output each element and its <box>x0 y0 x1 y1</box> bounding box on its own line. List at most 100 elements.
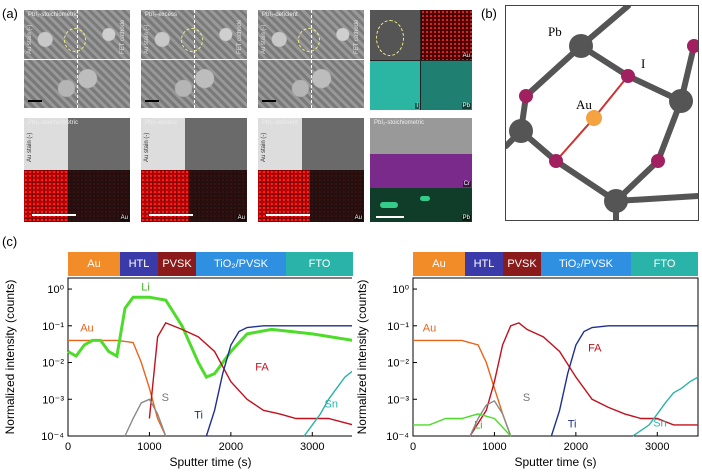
layer-htl: HTL <box>465 252 503 276</box>
series-fa <box>469 322 698 437</box>
bright-region <box>24 118 68 170</box>
bright-region <box>258 118 302 170</box>
scale-bar <box>145 100 159 102</box>
dark-region <box>189 170 247 222</box>
edx-map-pb: Pb <box>421 61 472 110</box>
left-tag: Au stain (-) <box>144 132 150 162</box>
element-tag: Au <box>236 215 246 221</box>
edx-bottom-block: PbI₂-stoichiometric Cr Pb <box>370 118 472 222</box>
label-fa: FA <box>588 342 602 354</box>
region-ellipse <box>181 28 203 52</box>
edx-map-i: I <box>370 61 420 110</box>
edx-map-pb2: Pb <box>370 188 472 222</box>
sem-image: PbI₂-deficient Au stain (-) <box>258 118 364 170</box>
edx-sem-image <box>370 10 420 60</box>
sem-title: PbI₂-deficient <box>262 12 298 18</box>
y-tick-label: 10⁻¹ <box>387 321 409 333</box>
series-au <box>413 339 512 437</box>
layer-au: Au <box>68 252 120 276</box>
series-sn <box>632 376 699 437</box>
dark-region <box>68 170 130 222</box>
x-tick-label: 2000 <box>564 441 588 453</box>
x-tick-label: 3000 <box>300 441 324 453</box>
au-map: Au <box>258 170 364 222</box>
sem-title: PbI₂-stoichiometric <box>28 120 79 126</box>
series-fa <box>148 322 352 426</box>
au-map: Au <box>141 170 247 222</box>
series-sn <box>303 370 352 437</box>
x-tick-label: 0 <box>65 441 71 453</box>
x-tick-label: 2000 <box>219 441 243 453</box>
y-tick-label: 10⁻³ <box>387 394 409 406</box>
label-pb: Pb <box>548 24 562 39</box>
plot-frame <box>412 277 699 437</box>
sem-title: PbI₂-excess <box>145 12 178 18</box>
pb-atom <box>569 34 593 58</box>
edx-top-block: Au I Pb <box>370 10 472 110</box>
layer-au: Au <box>413 252 465 276</box>
y-tick-label: 10⁻⁴ <box>41 431 64 443</box>
crystal-structure-panel: Pb I Au <box>503 3 701 223</box>
left-tag: Au stain (-) <box>27 132 33 162</box>
left-tag: Au stain (-) <box>27 24 33 54</box>
left-tag: Au stain (-) <box>261 24 267 54</box>
edx-pair-2: PbI₂-excess Au stain (-) Au <box>141 118 247 222</box>
edx-pair-1: PbI₂-stoichiometric Au stain (-) Au <box>24 118 130 222</box>
edx-map-au: Au <box>421 10 472 60</box>
element-tag: Au <box>119 215 129 221</box>
label-ti: Ti <box>568 419 577 431</box>
x-axis-label: Sputter time (s) <box>514 455 596 469</box>
label-fa: FA <box>255 362 269 374</box>
y-tick-label: 10⁰ <box>47 284 64 296</box>
x-tick-label: 0 <box>410 441 416 453</box>
series-li <box>413 413 512 437</box>
label-sn: Sn <box>653 418 666 430</box>
y-tick-label: 10⁻⁴ <box>386 431 409 443</box>
layer-tiopvsk: TiO₂/PVSK <box>541 252 631 276</box>
label-i: I <box>641 56 645 71</box>
y-axis-label: Normalized intensity (counts) <box>3 280 17 435</box>
panel-label-b: (b) <box>481 6 497 21</box>
sem-image: PbI₂-excess Au stain (-) <box>141 118 247 170</box>
scale-bar <box>266 214 310 216</box>
edx-bottom-title: PbI₂-stoichiometric <box>374 120 425 126</box>
y-tick-label: 10⁻³ <box>42 394 64 406</box>
left-tag: Au stain (-) <box>144 24 150 54</box>
layer-pvsk: PVSK <box>503 252 541 276</box>
layer-fto: FTO <box>286 252 353 276</box>
scale-bar <box>262 100 276 102</box>
plot-frame <box>67 277 352 437</box>
layer-pvsk: PVSK <box>158 252 196 276</box>
sem-title: PbI₂-deficient <box>262 120 298 126</box>
label-au: Au <box>423 322 436 334</box>
x-tick-label: 1000 <box>482 441 506 453</box>
region-ellipse <box>298 28 320 52</box>
element-tag: Au <box>353 215 363 221</box>
series-s <box>469 399 512 437</box>
i-atom <box>621 69 635 83</box>
edx-bottom-sem: PbI₂-stoichiometric <box>370 118 472 154</box>
cut-line <box>311 10 312 108</box>
panel-label-a: (a) <box>2 6 18 21</box>
panel-label-c: (c) <box>2 234 18 249</box>
sims-depth-profile-right: 10⁰ 10⁻¹ 10⁻² 10⁻³ 10⁻⁴0 1000 2000 3000 Sputter … <box>355 277 699 469</box>
x-axis-label: Sputter time (s) <box>169 455 251 469</box>
sem-pair-2: PbI₂-excess Au stain (-) FET cathode <box>141 10 247 108</box>
y-axis-label: Normalized intensity (counts) <box>355 280 369 435</box>
scale-bar <box>149 214 193 216</box>
y-tick-label: 10⁰ <box>392 284 409 296</box>
series-s <box>124 398 167 437</box>
sem-image: PbI₂-stoichiometric Au stain (-) <box>24 118 130 170</box>
sims-depth-profile-left: 10⁰ 10⁻¹ 10⁻² 10⁻³ 10⁻⁴0 1000 2000 3000 Sputter … <box>3 277 352 469</box>
region-ellipse <box>376 20 404 56</box>
layer-bar-right: Au HTL PVSK TiO₂/PVSK FTO <box>413 252 698 276</box>
x-tick-label: 3000 <box>645 441 669 453</box>
y-tick-label: 10⁻² <box>42 358 64 370</box>
au-map: Au <box>24 170 130 222</box>
label-li: Li <box>141 282 150 294</box>
sem-pair-3: PbI₂-deficient Au stain (-) FET cathode <box>258 10 364 108</box>
y-tick-label: 10⁻¹ <box>42 321 64 333</box>
label-s: S <box>162 392 169 404</box>
au-atom <box>586 110 602 126</box>
region-ellipse <box>64 28 86 52</box>
